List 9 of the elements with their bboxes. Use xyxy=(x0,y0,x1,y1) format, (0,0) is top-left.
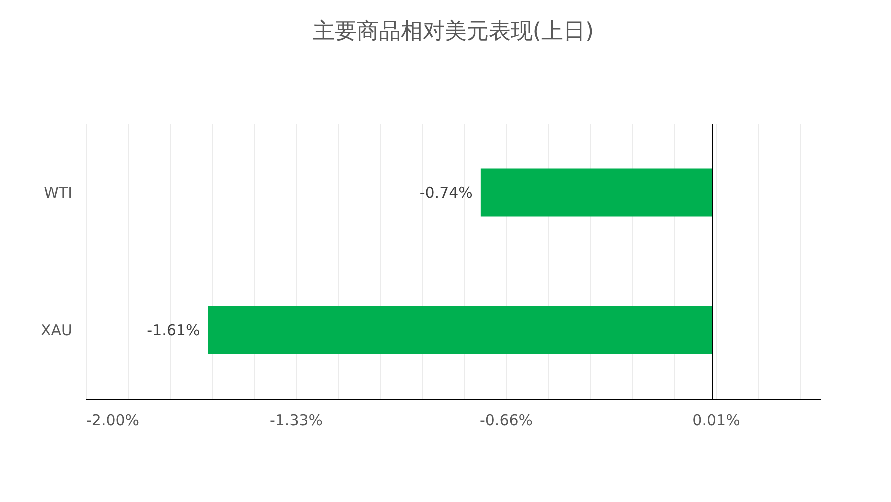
text: -0.74% xyxy=(420,184,473,202)
x-tick-label: -2.00% xyxy=(86,412,140,430)
text: -1.61% xyxy=(147,321,200,340)
x-tick-label: 0.01% xyxy=(692,412,740,430)
y-tick-label: XAU xyxy=(40,321,72,340)
y-tick-label: WTI xyxy=(44,184,72,202)
x-tick-label: -0.66% xyxy=(480,412,534,430)
chart-title: 主要商品相对美元表现(上日) xyxy=(312,20,594,44)
x-tick-label: -1.33% xyxy=(270,412,324,430)
